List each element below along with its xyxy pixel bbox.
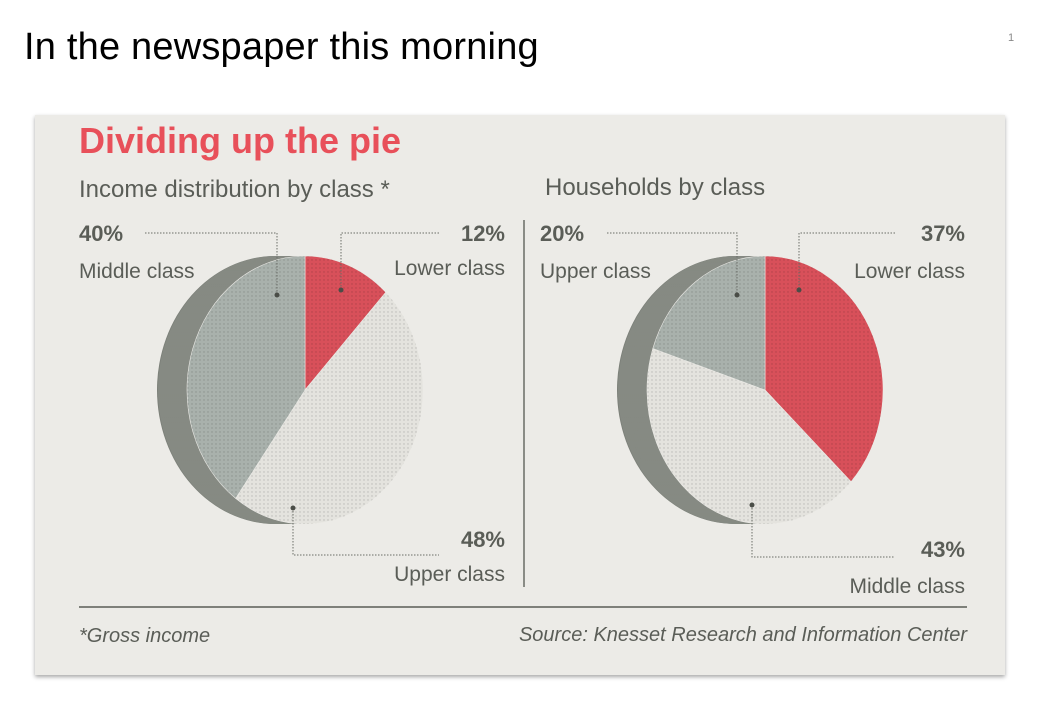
right-upper-marker [734, 292, 740, 298]
right-middle-pct: 43% [921, 537, 965, 562]
right-middle-leader [751, 505, 895, 558]
left-upper-leader [292, 508, 439, 556]
footnote: *Gross income [79, 625, 210, 647]
headline: Dividing up the pie [79, 120, 401, 161]
right-lower-label: Lower class [854, 260, 965, 283]
left-lower-leader [340, 232, 439, 290]
clipping-graphic: Dividing up the pie Income distribution … [79, 120, 968, 647]
right-middle-label: Middle class [849, 575, 965, 598]
left-upper-pct: 48% [461, 527, 505, 552]
right-pie-slice-texture [647, 348, 852, 524]
right-lower-leader [798, 232, 895, 290]
left-pie-slice-texture [186, 255, 305, 499]
slide-title: In the newspaper this morning [24, 26, 539, 68]
left-middle-label: Middle class [79, 260, 195, 283]
newspaper-clipping: Dividing up the pie Income distribution … [35, 115, 1005, 675]
source-credit: Source: Knesset Research and Information… [519, 624, 968, 646]
right-upper-leader [607, 232, 738, 295]
right-upper-pct: 20% [540, 221, 584, 246]
right-lower-pct: 37% [921, 221, 965, 246]
page-number: 1 [1008, 32, 1015, 44]
left-lower-label: Lower class [394, 257, 505, 280]
left-upper-marker [290, 505, 296, 511]
left-pie-chart [157, 255, 424, 525]
left-pie-slice-texture [235, 292, 424, 525]
left-pie-slice-texture [305, 256, 386, 390]
left-middle-leader [145, 232, 278, 295]
left-middle-marker [274, 292, 280, 298]
right-upper-label: Upper class [540, 260, 651, 283]
right-pie-chart [617, 255, 884, 525]
left-chart-title: Income distribution by class * [79, 176, 390, 203]
left-upper-label: Upper class [394, 563, 505, 586]
left-lower-marker [338, 287, 344, 293]
right-middle-marker [749, 502, 755, 508]
left-middle-pct: 40% [79, 221, 123, 246]
right-pie-slice-texture [765, 255, 884, 482]
right-lower-marker [796, 287, 802, 293]
right-chart-title: Households by class [545, 174, 765, 201]
left-lower-pct: 12% [461, 221, 505, 246]
